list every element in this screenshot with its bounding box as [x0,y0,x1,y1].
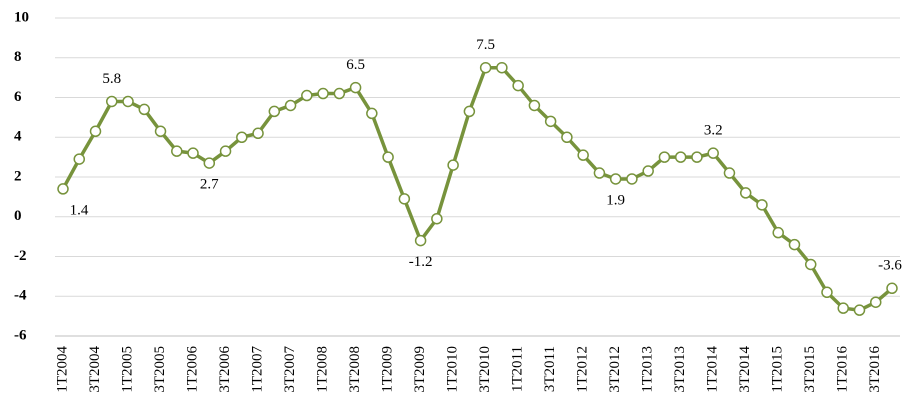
point [317,87,329,100]
point [821,286,833,299]
y-tick-label: -4 [14,288,27,304]
x-tick-label: 3T2012 [607,346,623,393]
x-tick-label: 3T2009 [412,346,428,393]
point [528,99,541,112]
x-tick-label: 3T2014 [737,346,753,393]
point [236,131,248,143]
point [853,304,866,316]
data-label: -3.6 [878,258,902,274]
x-tick-label: 3T2016 [867,346,883,393]
point [366,107,378,120]
point [431,212,443,225]
data-label: 7.5 [476,37,495,53]
y-tick-label: 6 [14,89,22,105]
data-label: 6.5 [346,57,365,73]
y-tick-label: 0 [14,208,22,224]
point [593,167,606,179]
y-tick-label: 4 [14,129,22,145]
point [447,159,459,171]
point [333,87,346,100]
point [268,105,281,118]
point [772,226,784,239]
x-tick-label: 1T2011 [510,346,526,392]
point [837,302,849,314]
point [756,199,768,211]
point [479,61,492,74]
data-label: 1.4 [70,202,89,218]
point [284,99,297,112]
x-tick-label: 1T2009 [380,346,396,393]
x-tick-label: 3T2011 [542,346,558,392]
x-tick-label: 3T2004 [87,346,103,393]
point [642,165,654,177]
point [544,115,557,128]
point [723,167,736,179]
point [788,238,801,251]
point [57,183,69,195]
y-tick-label: 2 [14,168,22,184]
y-tick-label: 8 [14,49,22,65]
point [349,81,362,94]
point [106,95,118,108]
x-tick-label: 1T2015 [770,346,786,393]
point [301,89,313,102]
x-tick-label: 3T2015 [802,346,818,393]
point [154,125,167,138]
point [89,125,102,138]
point [138,103,151,116]
x-tick-label: 3T2005 [152,346,168,393]
point [707,147,719,159]
x-tick-label: 3T2010 [477,346,493,393]
point [577,149,589,161]
data-label: -1.2 [409,254,433,270]
x-tick-label: 1T2005 [119,346,135,393]
point [739,187,752,199]
point [252,127,264,140]
point [609,173,622,185]
point [691,151,703,163]
data-label: 2.7 [200,177,219,193]
data-label: 1.9 [606,192,625,208]
point [561,131,573,143]
point [187,147,199,159]
point [398,193,411,205]
point [626,173,638,185]
x-tick-label: 1T2004 [54,346,70,393]
point [219,145,232,157]
point [463,105,476,118]
x-tick-label: 3T2008 [347,346,363,393]
x-tick-label: 3T2013 [672,346,688,393]
line [61,65,894,312]
point [382,151,394,163]
point [512,79,524,92]
point [414,234,427,247]
point [203,157,216,169]
point [886,282,898,295]
point [869,296,882,308]
point [496,61,508,74]
x-tick-label: 1T2016 [835,346,851,393]
x-tick-label: 1T2014 [705,346,721,393]
y-tick-label: 10 [14,9,29,25]
x-tick-label: 3T2007 [282,346,298,393]
x-tick-label: 1T2012 [575,346,591,393]
point [804,258,817,271]
data-label: 3.2 [704,123,723,139]
x-tick-label: 1T2010 [445,346,461,393]
point [122,95,134,108]
point [73,153,86,165]
x-tick-label: 1T2007 [249,346,265,393]
x-tick-label: 1T2006 [184,346,200,393]
x-tick-label: 3T2006 [217,346,233,393]
data-label: 5.8 [102,71,121,87]
x-tick-label: 1T2008 [315,346,331,393]
y-tick-label: -6 [14,327,27,343]
point [658,151,671,163]
y-tick-label: -2 [14,248,27,264]
point [674,151,687,163]
x-tick-label: 1T2013 [640,346,656,393]
point [171,145,183,157]
